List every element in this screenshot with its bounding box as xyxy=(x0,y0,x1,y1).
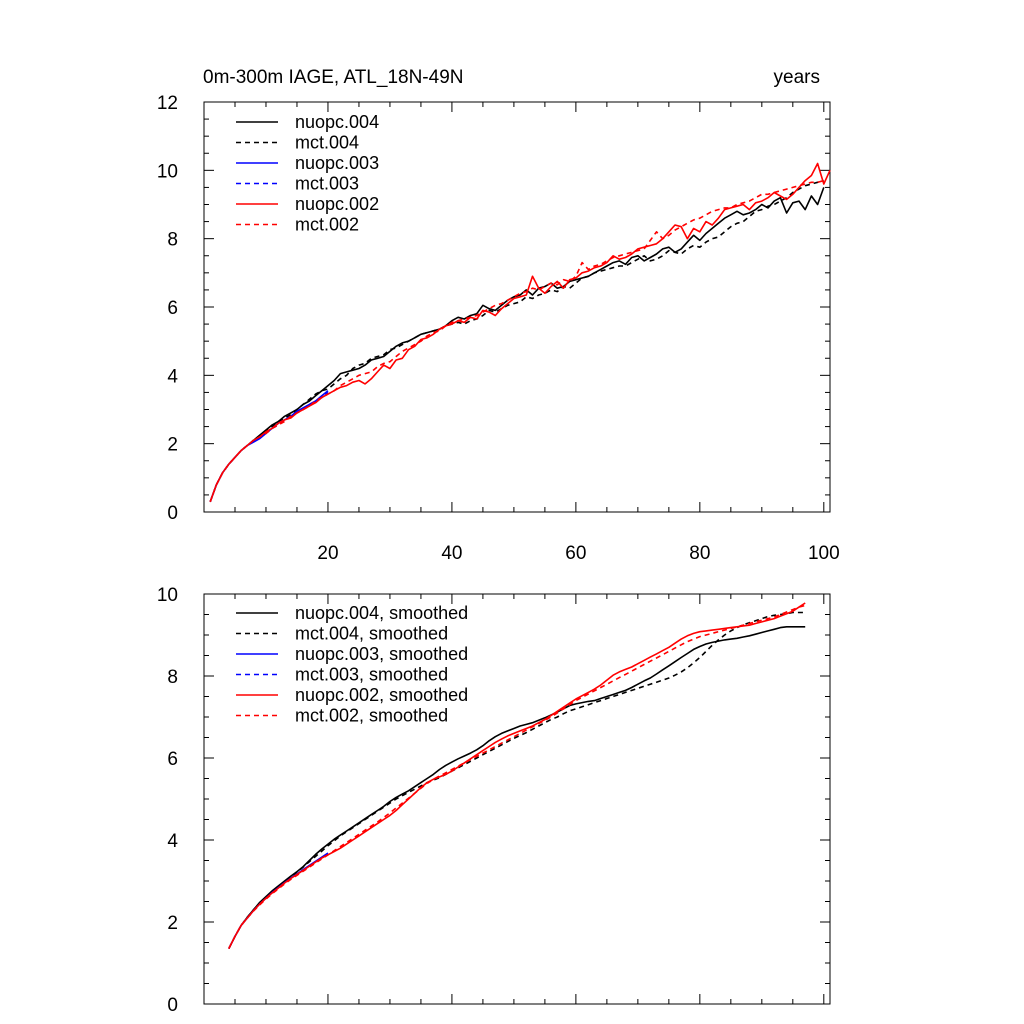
series-line-nuopc-003 xyxy=(209,390,329,503)
y-tick-label: 0 xyxy=(167,995,178,1016)
legend-label: nuopc.003 xyxy=(295,153,379,173)
legend-label: mct.003 xyxy=(295,174,359,194)
y-tick-label: 4 xyxy=(167,831,178,852)
x-tick-label: 60 xyxy=(565,543,586,564)
legend-label: nuopc.002, smoothed xyxy=(295,685,468,705)
series-line-nuopc-002 xyxy=(209,162,831,503)
legend-label: nuopc.003, smoothed xyxy=(295,644,468,664)
series-line-mct-003-smoothed xyxy=(228,853,329,949)
legend-label: mct.003, smoothed xyxy=(295,665,448,685)
x-tick-label: 20 xyxy=(317,543,338,564)
x-tick-label: 40 xyxy=(441,543,462,564)
y-tick-label: 8 xyxy=(167,230,178,251)
x-tick-label: 80 xyxy=(689,543,710,564)
top-chart-panel: 0m-300m IAGE, ATL_18N-49N years 20 40 60 80… xyxy=(157,67,840,564)
y-tick-label: 12 xyxy=(157,93,178,114)
chart-title-right: years xyxy=(774,67,820,88)
legend-label: mct.002, smoothed xyxy=(295,706,448,726)
series-line-mct-003 xyxy=(209,391,329,503)
y-tick-label: 10 xyxy=(157,161,178,182)
y-tick-label: 2 xyxy=(167,435,178,456)
x-tick-label: 100 xyxy=(808,543,840,564)
y-tick-label: 6 xyxy=(167,749,178,770)
series-line-mct-004 xyxy=(209,179,825,503)
series-line-nuopc-004-smoothed xyxy=(228,625,806,949)
y-tick-label: 2 xyxy=(167,913,178,934)
y-tick-label: 10 xyxy=(157,585,178,606)
chart-title: 0m-300m IAGE, ATL_18N-49N xyxy=(203,67,463,88)
series-line-mct-002 xyxy=(209,179,825,503)
legend-label: nuopc.004, smoothed xyxy=(295,603,468,623)
y-tick-label: 8 xyxy=(167,667,178,688)
legend-label: mct.002 xyxy=(295,215,359,235)
legend-label: mct.004 xyxy=(295,133,359,153)
legend-label: nuopc.004 xyxy=(295,112,379,132)
y-tick-label: 4 xyxy=(167,366,178,387)
legend-label: nuopc.002 xyxy=(295,194,379,214)
legend-label: mct.004, smoothed xyxy=(295,624,448,644)
top-chart-marks: 20 40 60 80 100024681012nuopc.004mct.004nuop… xyxy=(157,93,840,564)
y-tick-label: 0 xyxy=(167,503,178,524)
y-tick-label: 6 xyxy=(167,298,178,319)
series-line-nuopc-003-smoothed xyxy=(228,852,329,949)
series-line-mct-002-smoothed xyxy=(228,604,806,949)
series-line-mct-004-smoothed xyxy=(228,611,806,949)
series-line-nuopc-004 xyxy=(209,187,825,503)
